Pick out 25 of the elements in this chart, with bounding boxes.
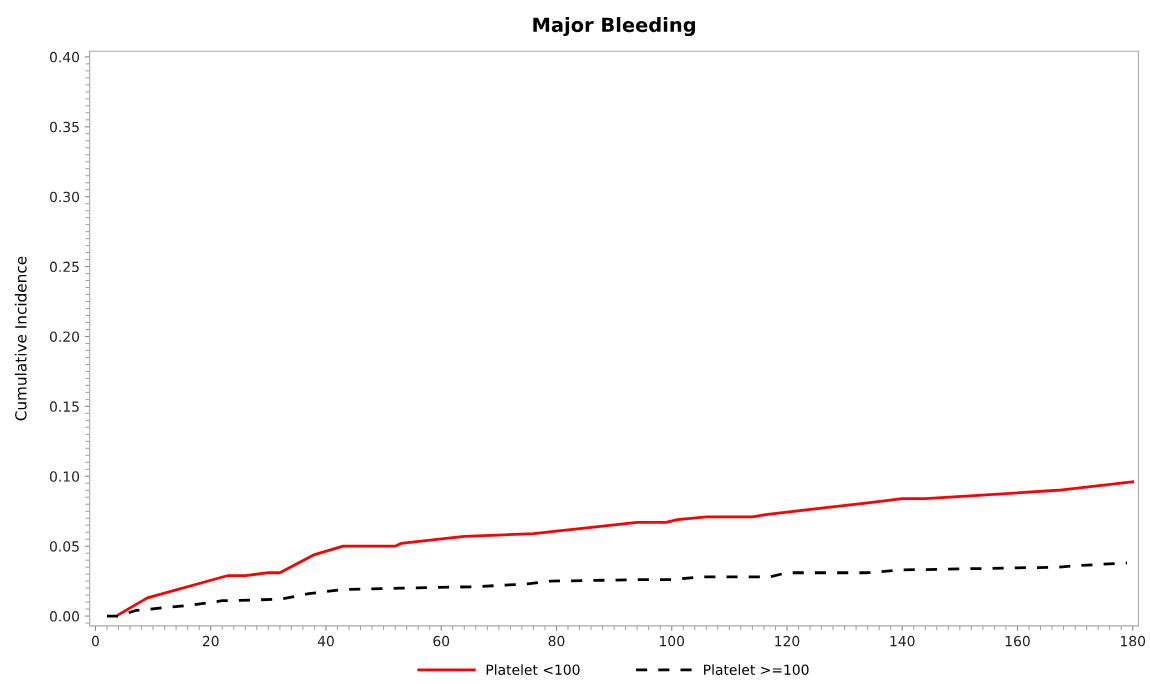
x-tick-label: 0 (91, 635, 99, 647)
y-tick-label: 0.10 (49, 471, 80, 482)
y-tick-label: 0.30 (49, 191, 80, 203)
legend-label: Platelet <100 (486, 664, 580, 675)
x-tick-label: 20 (202, 635, 219, 647)
y-tick-label: 0.15 (49, 401, 79, 412)
x-tick-label: 40 (317, 635, 334, 647)
x-tick-label: 140 (890, 635, 915, 647)
x-tick-label: 100 (660, 635, 685, 647)
x-tick-label: 80 (548, 635, 565, 647)
y-tick-label: 0.25 (49, 261, 79, 273)
x-tick-label: 160 (1005, 635, 1030, 647)
y-axis-title: Cumulative Incidence (14, 256, 27, 421)
legend-label: Platelet >=100 (704, 664, 809, 675)
y-tick-label: 0.05 (49, 541, 79, 552)
x-tick-label: 120 (775, 635, 800, 647)
y-tick-label: 0.00 (49, 611, 80, 622)
y-tick-label: 0.20 (49, 331, 80, 342)
line-series (117, 480, 1135, 617)
line-series (105, 561, 1129, 618)
x-tick-label: 180 (1121, 635, 1146, 647)
x-tick-label: 60 (433, 635, 450, 647)
chart-title: Major Bleeding (533, 17, 695, 37)
y-tick-label: 0.35 (49, 121, 79, 133)
y-tick-label: 0.40 (49, 51, 80, 63)
